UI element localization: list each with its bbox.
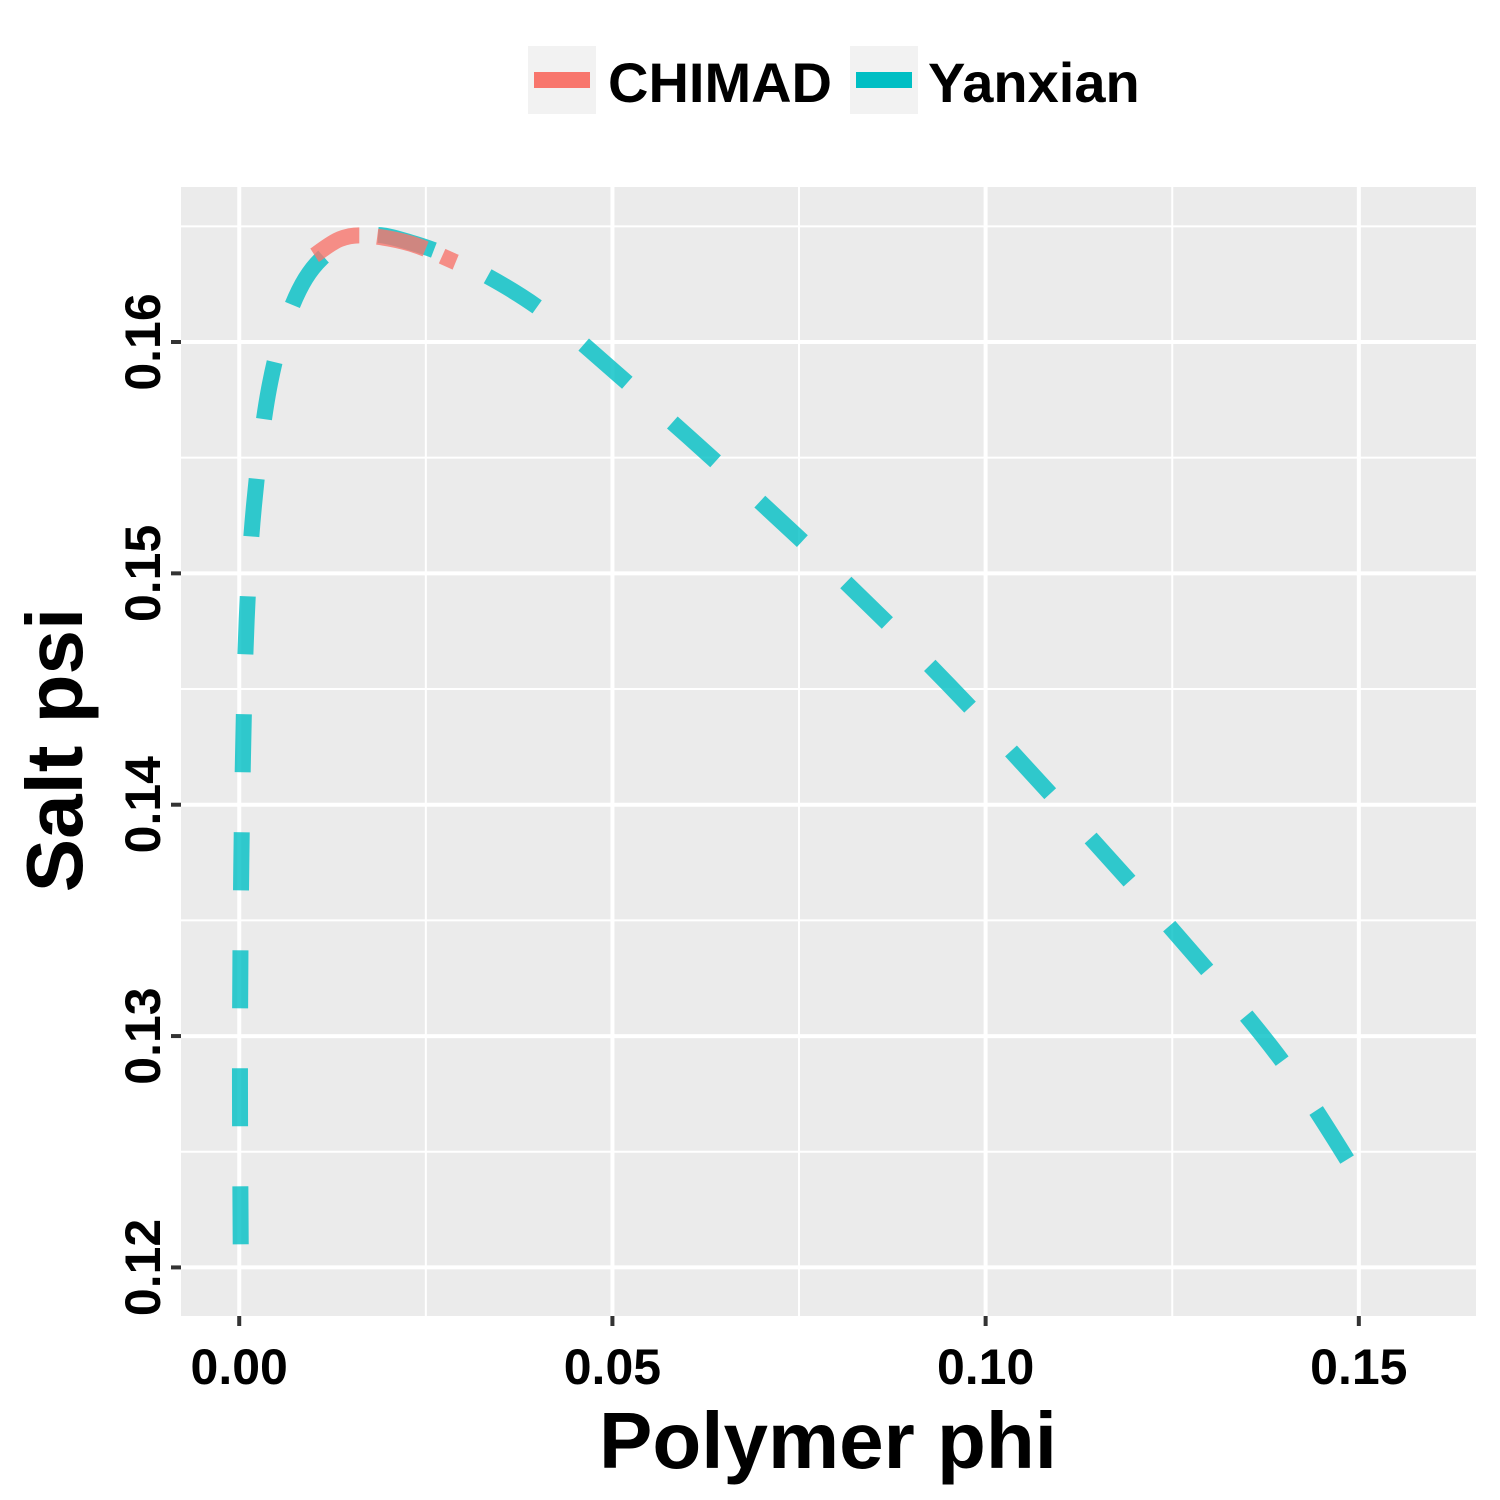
series-line-yanxian: [231, 226, 1381, 1245]
x-tick-label: 0.10: [937, 1339, 1034, 1395]
y-tick-label: 0.12: [115, 1219, 171, 1316]
y-axis: 0.12 0.13 0.14 0.15 0.16: [115, 293, 181, 1316]
legend-item-yanxian: Yanxian: [850, 46, 1140, 114]
x-tick-label: 0.05: [564, 1339, 661, 1395]
legend-label-chimad: CHIMAD: [608, 51, 832, 114]
x-axis: 0.00 0.05 0.10 0.15: [191, 1316, 1407, 1395]
y-axis-title: Salt psi: [10, 608, 99, 893]
x-tick-label: 0.00: [191, 1339, 288, 1395]
y-tick-label: 0.13: [115, 987, 171, 1084]
plot-panel: [181, 187, 1476, 1316]
x-axis-title: Polymer phi: [599, 1396, 1057, 1485]
legend-item-chimad: CHIMAD: [528, 46, 832, 114]
y-tick-label: 0.15: [115, 525, 171, 622]
y-tick-label: 0.14: [115, 756, 171, 854]
series-line-chimad: [310, 227, 459, 270]
y-tick-label: 0.16: [115, 293, 171, 390]
grid-minor: [181, 187, 1476, 1316]
legend-label-yanxian: Yanxian: [928, 51, 1140, 114]
series-layer: [231, 226, 1381, 1245]
legend: CHIMAD Yanxian: [528, 46, 1140, 114]
x-tick-label: 0.15: [1310, 1339, 1407, 1395]
